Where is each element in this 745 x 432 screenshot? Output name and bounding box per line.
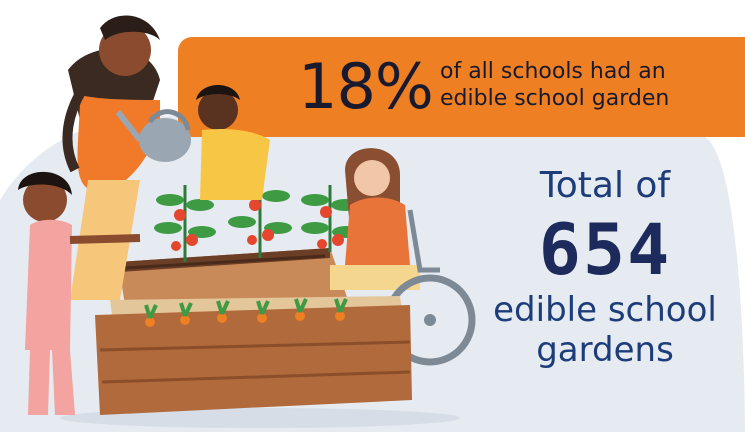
percent-description-line2: edible school garden xyxy=(440,86,670,111)
percent-description: of all schools had an edible school gard… xyxy=(440,58,740,112)
percent-value: 18% xyxy=(298,50,434,123)
carrots xyxy=(145,311,345,327)
woman-figure xyxy=(62,15,160,300)
watering-can xyxy=(115,109,191,162)
total-description-line1: edible school xyxy=(493,290,717,330)
tomatoes xyxy=(171,199,344,251)
total-label: Total of xyxy=(539,165,671,206)
percent-description-line1: of all schools had an xyxy=(440,59,666,84)
boy-figure xyxy=(196,85,270,200)
small-girl-figure xyxy=(18,171,141,415)
stat-banner xyxy=(178,37,745,137)
girl-in-wheelchair xyxy=(330,148,476,366)
back-garden-bed xyxy=(118,248,348,305)
carrot-tops xyxy=(144,298,348,319)
total-description: edible school gardens xyxy=(470,290,740,370)
ground-shadow xyxy=(60,408,460,428)
front-garden-bed xyxy=(95,296,412,415)
total-number: 654 xyxy=(538,209,672,291)
total-description-line2: gardens xyxy=(536,330,674,370)
